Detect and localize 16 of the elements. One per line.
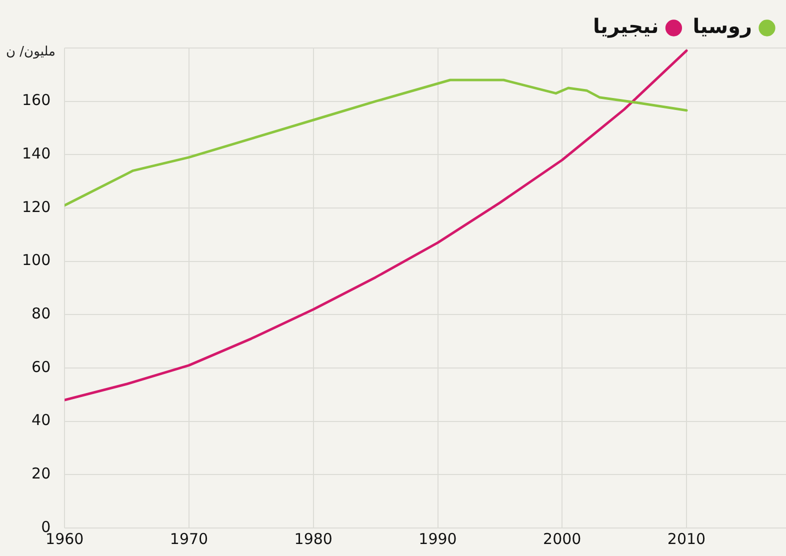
y-tick-label: 20 — [32, 464, 51, 483]
y-tick-label: 160 — [22, 91, 51, 110]
x-tick-label: 2010 — [667, 530, 706, 548]
y-tick-label: 40 — [32, 411, 51, 430]
x-tick-label: 1970 — [170, 530, 208, 548]
legend-label: نيجيريا — [592, 14, 659, 38]
x-tick-label: 1980 — [294, 530, 332, 548]
y-tick-label: 80 — [32, 304, 51, 323]
y-axis-title: مليون/ ن — [6, 44, 56, 60]
x-tick-label: 1990 — [418, 530, 457, 548]
y-tick-label: 120 — [22, 198, 51, 216]
x-tick-label: 2000 — [543, 530, 582, 548]
legend-label: روسيا — [692, 14, 752, 38]
y-tick-label: 100 — [22, 251, 51, 270]
y-tick-label: 140 — [22, 144, 51, 163]
y-tick-label: 60 — [32, 358, 51, 376]
